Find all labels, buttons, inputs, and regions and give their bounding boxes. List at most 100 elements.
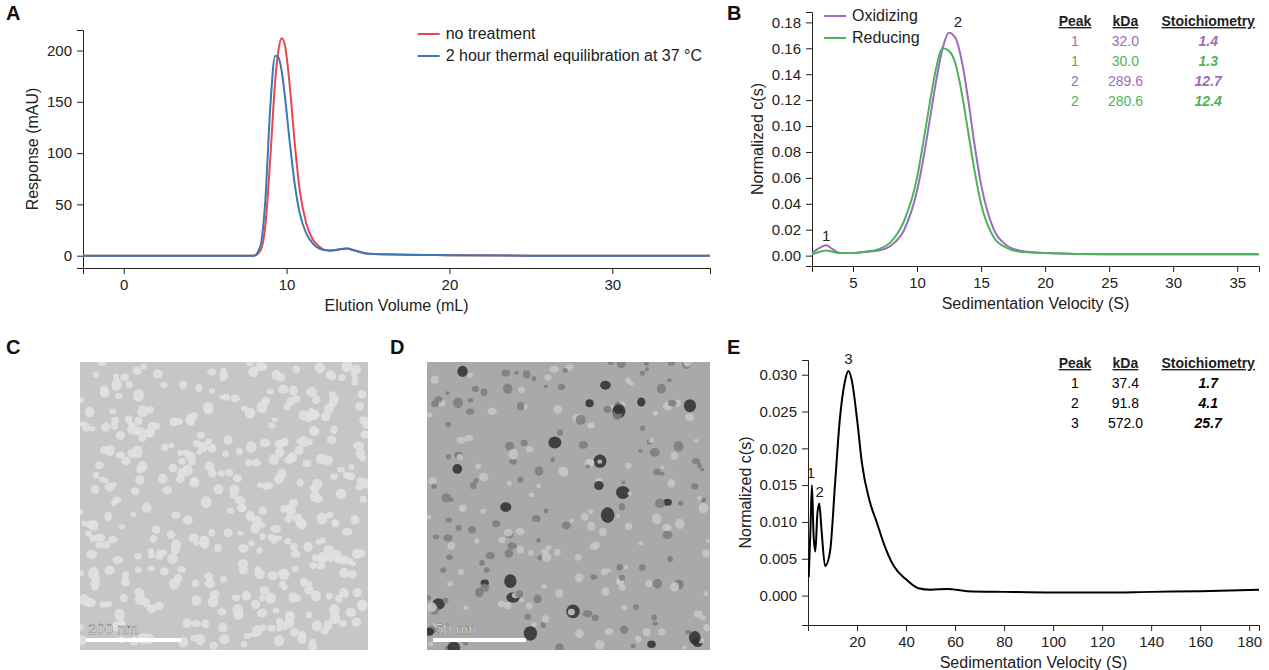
particle [232,594,240,601]
tick-mark [1151,625,1152,631]
particle [100,446,109,454]
panel-letter: C [6,336,20,358]
particle [259,533,265,540]
tick-mark [77,153,83,154]
tick-mark [802,375,808,376]
table-header: Peak [1059,355,1092,371]
particle [80,509,83,515]
particle [256,547,262,554]
particle [523,370,531,378]
table-cell: 1.4 [1198,33,1218,49]
particle [313,495,323,503]
particle [427,595,431,600]
particle [110,482,116,487]
particle [550,366,559,373]
particle [329,398,337,407]
particle [639,564,646,571]
particle [268,571,278,580]
particle [703,591,708,596]
particle [105,566,115,575]
particle [671,452,678,460]
particle [658,628,666,635]
particle [295,595,301,602]
particle [218,623,227,633]
particle [620,626,628,634]
particle [321,412,331,421]
particle [685,413,694,420]
tick-mark [981,266,982,272]
particle [323,620,332,630]
particle [675,519,684,529]
table-cell: 12.7 [1195,73,1223,89]
particle [232,604,243,616]
particle [541,622,546,628]
tick-label: 20 [1037,274,1054,291]
particle [191,620,201,628]
particle [359,496,366,503]
particle [309,426,318,436]
particle [127,449,135,458]
particle [684,399,696,412]
particle [544,374,551,380]
particle [703,624,710,631]
tick-label: 30 [1165,274,1182,291]
particle [600,381,611,390]
tick-label: 120 [1090,633,1115,650]
tick-mark [917,266,918,272]
tick-label: 25 [1101,274,1118,291]
particle [446,518,452,523]
particle [338,374,346,381]
particle [601,507,615,523]
particle [357,478,365,484]
micrograph-background [80,362,368,650]
particle [125,415,132,423]
particle [134,588,144,597]
particle [356,484,364,491]
particle [463,605,468,610]
particle [133,389,144,401]
particle [446,454,451,460]
tick-label: 20 [849,633,866,650]
particle [95,461,103,469]
particle [91,485,100,494]
particle [351,617,361,626]
table-header: Stoichiometry [1162,13,1256,29]
particle [357,549,365,557]
particle [272,370,282,381]
tick-label: 80 [996,633,1013,650]
tick: 150 [47,93,83,110]
particle [431,376,439,384]
particle [238,559,248,567]
tick-mark [802,448,808,449]
particle [273,608,280,614]
particle [597,460,602,464]
particle [427,412,432,417]
tick-mark [906,625,907,631]
particle [526,446,533,452]
axis-line [806,13,813,267]
tick-label: 0.08 [772,143,801,160]
particle [501,370,510,377]
tick: 0.030 [759,366,808,383]
particle [98,535,105,541]
particle [300,578,308,587]
x-axis: 20406080100120140160180 [809,625,1263,650]
tick-mark [857,625,858,631]
legend-label: no treatment [446,25,536,42]
particle [133,367,141,375]
tick-label: 15 [973,274,990,291]
particle [619,575,625,581]
legend-label: 2 hour thermal equilibration at 37 °C [446,47,702,64]
x-axis-title: Elution Volume (mL) [324,297,468,314]
particle [209,444,216,452]
particle [625,378,631,384]
particle [359,416,366,424]
particle [683,362,691,367]
particle [457,454,463,460]
particle [456,525,462,531]
particle [208,596,219,607]
particle [667,479,675,488]
particle [272,418,278,423]
particle [706,539,710,542]
particle [199,535,209,547]
